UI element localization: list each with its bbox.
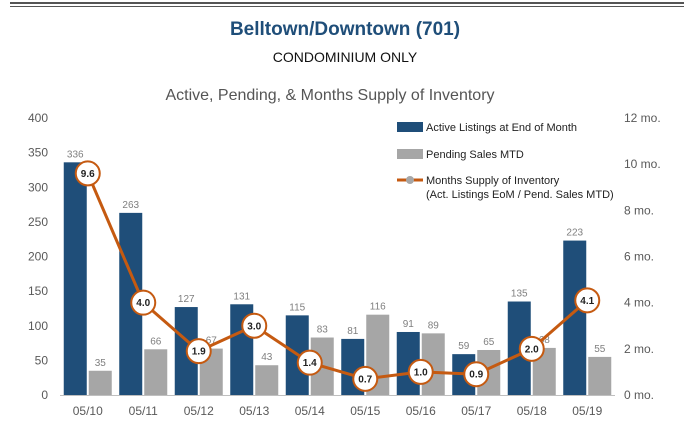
legend-pending-label: Pending Sales MTD (426, 149, 524, 161)
months-supply-marker (241, 312, 268, 339)
active-listings-label: 127 (178, 294, 195, 305)
months-supply-label: 0.7 (358, 374, 372, 385)
pending-sales-bar (88, 370, 112, 395)
y-tick-label: 250 (28, 215, 48, 229)
y-tick-label: 0 (41, 388, 48, 402)
page-title: Belltown/Downtown (701) (229, 19, 461, 40)
pending-sales-label: 65 (483, 337, 495, 348)
axes-layer: 0 50 100 150 200 250 300 350 400 0 mo. 2 mo. 4 mo. 6… (28, 111, 661, 418)
months-supply-label: 1.9 (192, 347, 206, 358)
x-tick-label: 05/13 (239, 404, 269, 418)
legend: Active Listings at End of Month Pending S… (397, 122, 614, 201)
y2-tick-label: 0 mo. (624, 388, 654, 402)
y2-tick-label: 6 mo. (624, 250, 654, 264)
y-tick-label: 400 (28, 111, 48, 125)
x-tick-label: 05/10 (73, 404, 103, 418)
active-listings-label: 336 (67, 149, 84, 160)
y-tick-label: 50 (35, 353, 49, 367)
active-listings-label: 263 (122, 200, 139, 211)
pending-sales-label: 55 (594, 344, 606, 355)
legend-active-swatch (397, 122, 423, 132)
months-supply-marker (407, 358, 434, 385)
x-tick-label: 05/12 (184, 404, 214, 418)
legend-mos-marker (406, 176, 414, 184)
months-supply-marker (74, 160, 101, 187)
legend-pending-swatch (397, 149, 423, 159)
months-supply-label: 0.9 (469, 370, 483, 381)
line-layer: 9.6 4.0 1.9 3.0 1.4 0.7 1.0 0.9 2.0 4.1 (74, 160, 601, 392)
y2-tick-label: 10 mo. (624, 157, 661, 171)
active-listings-label: 223 (566, 228, 583, 239)
pending-sales-bar (588, 356, 612, 395)
y2-tick-label: 12 mo. (624, 111, 661, 125)
active-listings-bar (563, 240, 587, 395)
months-supply-label: 4.1 (580, 296, 594, 307)
header-rule-thick (10, 2, 684, 4)
legend-mos-label: Months Supply of Inventory (426, 175, 560, 187)
x-tick-label: 05/17 (461, 404, 491, 418)
months-supply-label: 4.0 (136, 298, 150, 309)
pending-sales-label: 43 (261, 352, 273, 363)
page-subtitle: CONDOMINIUM ONLY (272, 49, 418, 65)
active-listings-label: 135 (511, 289, 528, 300)
months-supply-label: 3.0 (247, 321, 261, 332)
y2-tick-label: 2 mo. (624, 342, 654, 356)
pending-sales-label: 116 (370, 302, 386, 313)
chart-title: Active, Pending, & Months Supply of Inve… (165, 87, 494, 104)
legend-mos-sublabel: (Act. Listings EoM / Pend. Sales MTD) (426, 189, 614, 201)
y2-tick-label: 8 mo. (624, 203, 654, 217)
legend-active-label: Active Listings at End of Month (426, 122, 577, 134)
months-supply-marker (130, 289, 157, 316)
months-supply-marker (185, 338, 212, 365)
y-tick-label: 200 (28, 250, 48, 264)
pending-sales-label: 83 (317, 325, 329, 336)
active-listings-label: 131 (233, 291, 250, 302)
header-rule-thin (10, 6, 684, 7)
bars-layer: 336 35 263 66 127 67 131 43 115 83 81 116 91 89 59 65 13… (63, 149, 612, 395)
pending-sales-bar (255, 365, 279, 395)
months-supply-label: 1.0 (414, 367, 428, 378)
months-supply-line (86, 172, 589, 381)
active-listings-label: 91 (403, 319, 415, 330)
y-tick-label: 150 (28, 284, 48, 298)
pending-sales-label: 66 (150, 336, 162, 347)
x-tick-label: 05/18 (517, 404, 547, 418)
months-supply-marker (463, 361, 490, 388)
months-supply-marker (352, 365, 379, 392)
active-listings-label: 59 (458, 341, 470, 352)
pending-sales-label: 35 (95, 358, 107, 369)
active-listings-label: 81 (347, 326, 359, 337)
active-listings-bar (63, 162, 87, 395)
months-supply-marker (574, 287, 601, 314)
x-tick-label: 05/11 (129, 404, 158, 418)
x-tick-label: 05/16 (406, 404, 436, 418)
y2-tick-label: 4 mo. (624, 296, 654, 310)
y-tick-label: 100 (28, 319, 48, 333)
months-supply-label: 9.6 (81, 169, 95, 180)
x-tick-label: 05/14 (295, 404, 325, 418)
pending-sales-label: 68 (539, 335, 551, 346)
y-tick-label: 350 (28, 146, 48, 160)
pending-sales-label: 67 (206, 336, 218, 347)
y-tick-label: 300 (28, 180, 48, 194)
months-supply-marker (518, 335, 545, 362)
active-listings-label: 115 (289, 302, 305, 313)
months-supply-label: 2.0 (525, 344, 539, 355)
months-supply-marker (296, 349, 323, 376)
months-supply-label: 1.4 (303, 358, 317, 369)
pending-sales-label: 89 (428, 320, 440, 331)
x-tick-label: 05/15 (350, 404, 380, 418)
x-tick-label: 05/19 (572, 404, 602, 418)
pending-sales-bar (144, 349, 168, 395)
